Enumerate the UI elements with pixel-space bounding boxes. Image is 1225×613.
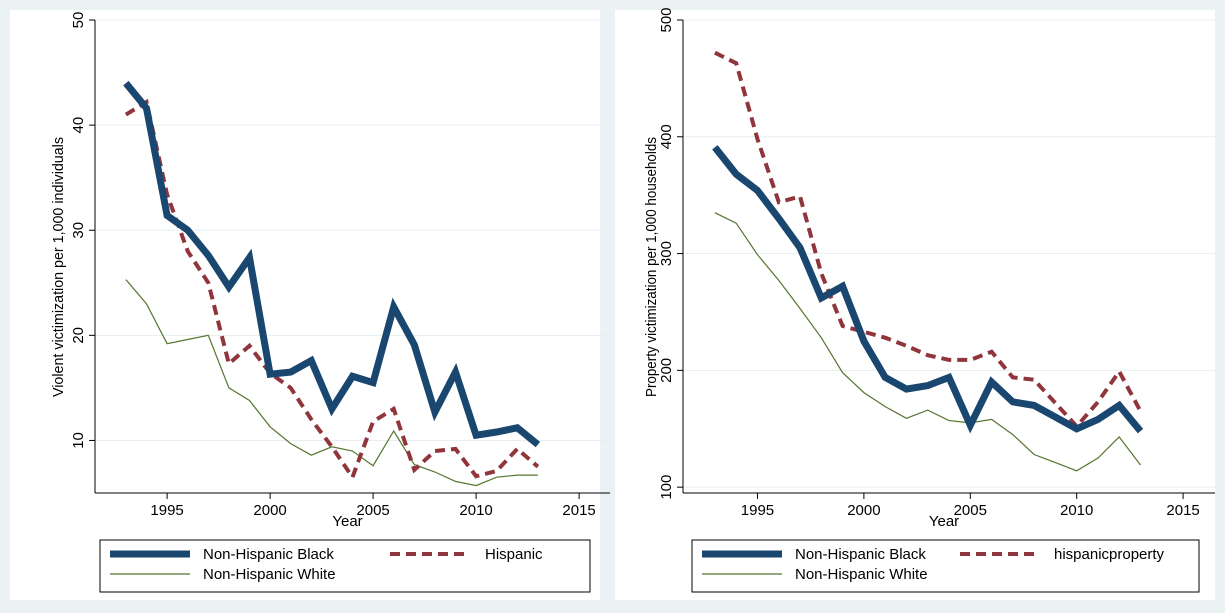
series-line-2 <box>125 279 538 487</box>
x-axis-title: Year <box>929 513 959 530</box>
y-tick-label: 10 <box>70 432 87 449</box>
legend-label-2: Non-Hispanic White <box>795 566 928 583</box>
legend-label-0: Non-Hispanic Black <box>795 546 926 563</box>
x-tick-label: 2010 <box>1060 502 1093 519</box>
violent-victimization-chart: 10 20 30 40 50 1995 2000 2005 2010 2015 Violent vi… <box>10 10 610 600</box>
panel-background <box>10 10 600 600</box>
y-tick-label: 50 <box>70 12 87 29</box>
legend-label-0: Non-Hispanic Black <box>203 546 334 563</box>
x-tick-label: 2005 <box>356 502 389 519</box>
series-line-2 <box>714 212 1141 472</box>
y-tick-label: 100 <box>658 475 675 500</box>
y-tick-label: 20 <box>70 327 87 344</box>
series-line-0 <box>712 145 1144 434</box>
x-tick-label: 1995 <box>741 502 774 519</box>
x-tick-label: 2015 <box>1166 502 1199 519</box>
y-axis-title: Property victimization per 1,000 househo… <box>643 137 660 397</box>
x-tick-label: 2000 <box>847 502 880 519</box>
y-tick-label: 40 <box>70 117 87 134</box>
legend-label-1: Hispanic <box>485 546 543 563</box>
series-line-1 <box>714 50 1143 430</box>
x-tick-label: 2005 <box>954 502 987 519</box>
x-axis-title: Year <box>332 513 362 530</box>
x-tick-label: 2015 <box>562 502 595 519</box>
y-tick-label: 200 <box>658 358 675 383</box>
y-axis-title: Violent victimization per 1,000 individu… <box>50 137 67 397</box>
x-tick-label: 2010 <box>459 502 492 519</box>
y-tick-label: 400 <box>658 124 675 149</box>
y-tick-label: 300 <box>658 241 675 266</box>
series-line-0 <box>123 80 541 448</box>
panel-background <box>615 10 1215 600</box>
x-tick-label: 2000 <box>253 502 286 519</box>
x-tick-label: 1995 <box>150 502 183 519</box>
legend-box <box>691 539 1200 593</box>
legend-label-2: Non-Hispanic White <box>203 566 336 583</box>
y-tick-label: 30 <box>70 222 87 239</box>
property-victimization-chart: 100 200 300 400 500 1995 2000 2005 2010 2015 Prope… <box>615 7 1215 600</box>
y-tick-label: 500 <box>658 7 675 32</box>
legend-box <box>99 539 591 593</box>
legend-label-1: hispanicproperty <box>1054 546 1165 563</box>
